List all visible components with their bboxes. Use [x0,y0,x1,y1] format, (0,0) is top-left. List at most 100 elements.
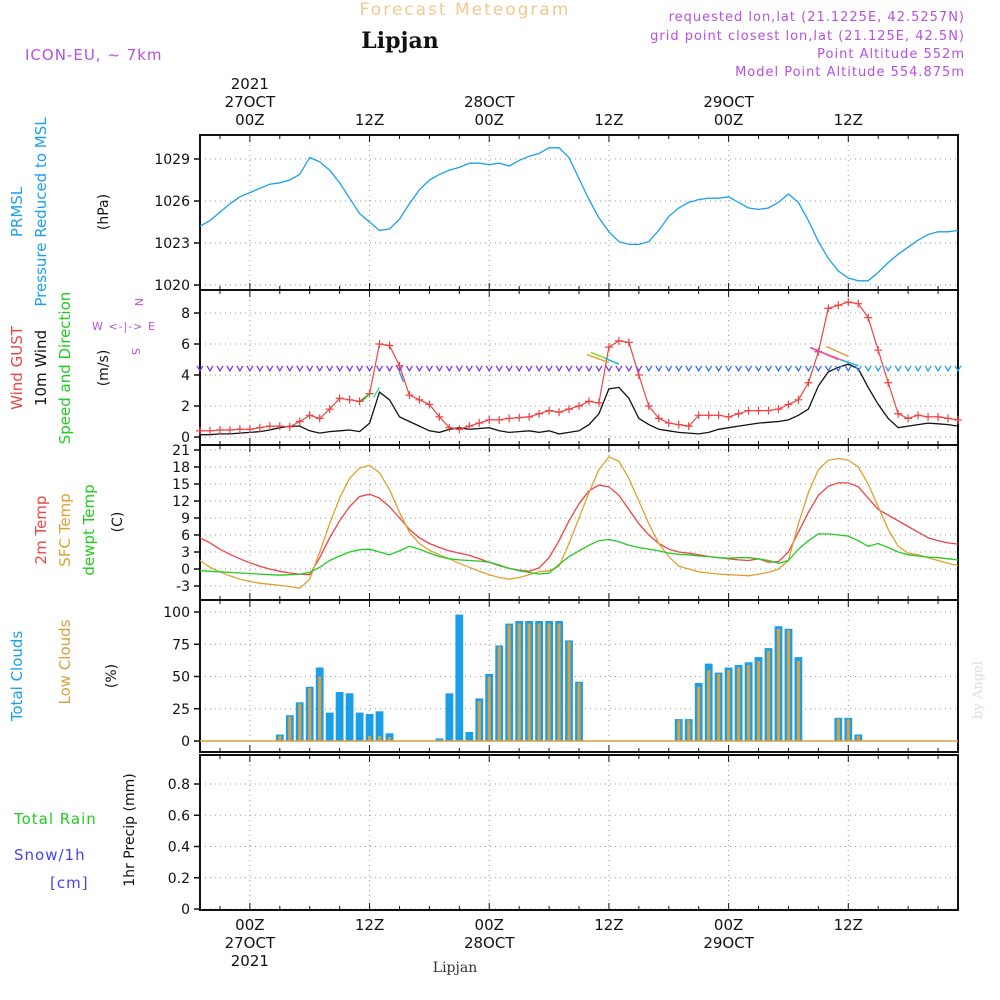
bottom-time-label: 29OCT [703,934,754,952]
gust-marker [295,417,304,426]
wind-arrow-icon [505,365,513,373]
gust-marker [864,313,873,322]
wind-arrow-icon [944,365,952,373]
top-time-label: 28OCT [464,93,515,111]
precip-frame [199,754,959,911]
low-cloud-bar [308,688,312,741]
gust-marker [475,419,484,428]
low-cloud-bar [387,737,391,741]
gust-marker [784,400,793,409]
y-tick-label: 0 [181,430,190,446]
wind-arrow-icon [398,371,405,383]
y-tick-label: 6 [181,337,190,353]
low-cloud-bar [796,661,800,741]
low-cloud-bar [497,646,501,741]
gust-marker [245,425,254,434]
gust-marker [505,414,514,423]
top-time-label: 27OCT [225,93,276,111]
rain-label: Total Rain [13,810,97,828]
low-cloud-bar [737,667,741,741]
gust-marker [854,299,863,308]
gust-marker [345,395,354,404]
wind-arrow-icon [525,365,533,373]
wind-arrow-icon [595,365,603,373]
gust-marker [485,415,494,424]
wind-arrow-icon [854,365,862,373]
wind-arrow-icon [346,365,354,373]
top-time-label: 12Z [355,111,384,129]
wind-arrow-icon [825,345,849,358]
wind-arrow-icon [615,365,623,373]
total-cloud-bar [455,614,464,741]
gridpoint-coords: grid point closest lon,lat (21.125E, 42.… [650,29,965,44]
wind-arrow-icon [356,365,364,373]
temperature-frame [199,444,959,601]
low-cloud-bar [757,661,761,741]
gust-marker [435,412,444,421]
wind-arrow-icon [455,365,463,373]
wind-arrow-icon [715,365,723,373]
wind-arrow-icon [206,365,214,373]
low-cloud-bar [776,628,780,741]
gust-line [200,301,959,432]
wind-arrow-icon [884,365,892,373]
y-tick-label: 21 [172,443,190,459]
gust-marker [495,415,504,424]
gust-marker [694,411,703,420]
wind-arrow-icon [575,365,583,373]
wind-arrow-icon [465,365,473,373]
wind-arrow-icon [754,365,763,373]
top-time-label: 00Z [714,111,743,129]
wind-arrow-icon [774,365,783,373]
top-time-label: 29OCT [703,93,754,111]
y-tick-label: 4 [181,368,190,384]
wind-arrow-icon [914,365,922,373]
low-cloud-bar [567,641,571,741]
gust-marker [205,426,214,435]
total-cloud-bar [345,693,354,741]
gust-marker [684,422,693,431]
wind-arrow-icon [256,365,264,373]
bottom-time-label: 27OCT [225,934,276,952]
gust-marker [325,405,334,414]
dewpt-line [199,533,959,576]
wind-arrow-icon [415,365,423,373]
wind10m-line [200,363,959,436]
gust-marker [794,395,803,404]
wind-arrow-icon [306,365,314,373]
gust-marker [774,405,783,414]
wind-arrow-icon [924,365,932,373]
wind-arrow-icon [216,365,224,373]
gust-marker [196,426,204,435]
y-tick-label: 75 [172,637,190,653]
wind-arrow-icon [395,365,404,373]
pressure-label: PRMSL [8,186,26,237]
gust-marker [724,412,733,421]
low-cloud-bar [507,624,511,741]
y-tick-label: 18 [172,460,190,476]
total-cloud-bar [335,692,344,741]
gust-marker [844,298,853,307]
low-cloud-bar [786,630,790,741]
low-cloud-bar [318,676,322,741]
low-cloud-bar [288,716,292,741]
total-cloud-bar [465,732,474,741]
bottom-time-label: 00Z [714,916,743,934]
clouds-panel: 0 25 50 75 100 [163,599,959,753]
bottom-time-label: 00Z [475,916,504,934]
low-cloud-bar [487,676,491,741]
wind-arrow-icon [336,365,344,373]
gust-marker [235,425,244,434]
wind-arrow-icon [276,365,284,373]
wind-arrow-icon [365,365,374,373]
temp-unit: (C) [110,512,126,533]
gust-marker [385,341,394,350]
wind-arrow-icon [196,365,204,373]
top-time-label: 00Z [475,111,504,129]
gust-marker [425,400,434,409]
wind-arrow-icon [236,365,244,373]
bottom-time-label: 28OCT [464,934,515,952]
wind-arrow-icon [725,365,733,373]
